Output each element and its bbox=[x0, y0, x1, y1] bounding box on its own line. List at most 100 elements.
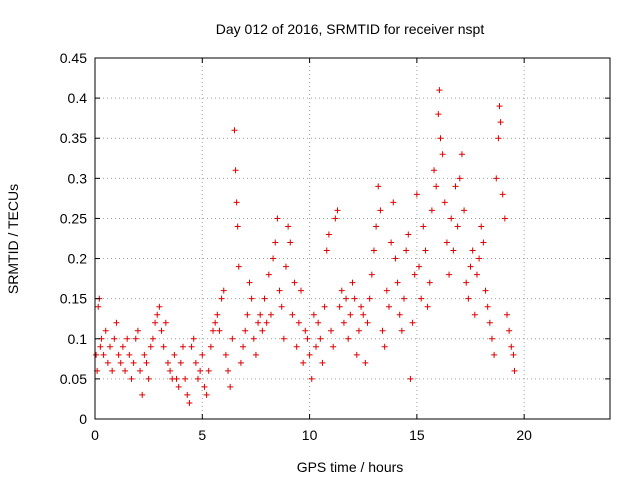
data-point bbox=[111, 335, 118, 342]
data-point bbox=[222, 351, 229, 358]
data-point bbox=[454, 223, 461, 230]
y-tick-label: 0.1 bbox=[68, 331, 88, 347]
data-point bbox=[373, 223, 380, 230]
data-point bbox=[272, 239, 279, 246]
data-point bbox=[330, 343, 337, 350]
data-point bbox=[448, 215, 455, 222]
data-point bbox=[234, 223, 241, 230]
data-point bbox=[231, 127, 238, 134]
data-point bbox=[102, 327, 109, 334]
data-point bbox=[141, 351, 148, 358]
data-point bbox=[381, 343, 388, 350]
data-point bbox=[109, 367, 116, 374]
data-point bbox=[486, 319, 493, 326]
y-tick-label: 0.2 bbox=[68, 251, 88, 267]
y-axis-label: SRMTID / TECUs bbox=[5, 184, 21, 294]
data-point bbox=[418, 295, 425, 302]
data-point bbox=[257, 311, 264, 318]
data-point bbox=[394, 279, 401, 286]
data-point bbox=[117, 359, 124, 366]
data-point bbox=[154, 311, 161, 318]
data-point bbox=[422, 247, 429, 254]
data-point bbox=[407, 375, 414, 382]
data-point bbox=[119, 343, 126, 350]
data-point bbox=[197, 367, 204, 374]
x-tick-label: 15 bbox=[409, 427, 425, 443]
data-point bbox=[93, 351, 100, 358]
data-point bbox=[310, 311, 317, 318]
data-point bbox=[370, 247, 377, 254]
data-point bbox=[232, 167, 239, 174]
data-point bbox=[501, 215, 508, 222]
data-point bbox=[390, 199, 397, 206]
data-point bbox=[225, 367, 232, 374]
data-point bbox=[499, 191, 506, 198]
data-point bbox=[255, 319, 262, 326]
data-point bbox=[137, 367, 144, 374]
data-point bbox=[366, 295, 373, 302]
y-tick-label: 0.35 bbox=[60, 130, 87, 146]
data-point bbox=[379, 327, 386, 334]
data-point bbox=[229, 335, 236, 342]
y-tick-labels: 0 0.05 0.1 0.15 0.2 0.25 0.3 0.35 0.4 0.45 bbox=[60, 50, 87, 427]
data-point bbox=[349, 279, 356, 286]
data-point bbox=[401, 295, 407, 302]
data-point bbox=[497, 119, 504, 126]
data-point bbox=[398, 327, 405, 334]
data-point bbox=[212, 319, 219, 326]
data-point bbox=[484, 303, 491, 310]
data-point bbox=[237, 359, 244, 366]
data-point bbox=[461, 207, 468, 214]
data-point bbox=[403, 247, 410, 254]
data-point bbox=[353, 351, 360, 358]
data-point bbox=[122, 367, 129, 374]
data-point bbox=[227, 383, 234, 390]
data-points bbox=[93, 87, 518, 406]
data-point bbox=[362, 359, 369, 366]
data-point bbox=[338, 287, 345, 294]
data-point bbox=[439, 151, 446, 158]
data-point bbox=[126, 351, 133, 358]
data-point bbox=[265, 271, 272, 278]
data-point bbox=[355, 327, 362, 334]
data-point bbox=[298, 287, 304, 294]
data-point bbox=[416, 263, 423, 270]
data-point bbox=[392, 255, 399, 262]
data-point bbox=[463, 279, 470, 286]
data-point bbox=[139, 391, 146, 398]
data-point bbox=[456, 175, 463, 182]
data-point bbox=[199, 351, 206, 358]
data-point bbox=[177, 359, 184, 366]
data-point bbox=[261, 295, 268, 302]
data-point bbox=[134, 327, 141, 334]
data-point bbox=[368, 271, 375, 278]
data-point bbox=[496, 103, 503, 110]
data-point bbox=[195, 375, 201, 382]
data-point bbox=[304, 335, 311, 342]
data-point bbox=[323, 247, 330, 254]
data-point bbox=[426, 279, 433, 286]
data-point bbox=[289, 311, 296, 318]
data-point bbox=[293, 343, 300, 350]
axis-ticks bbox=[94, 57, 610, 420]
data-point bbox=[300, 359, 307, 366]
data-point bbox=[188, 343, 195, 350]
data-point bbox=[508, 343, 515, 350]
data-point bbox=[452, 183, 459, 190]
data-point bbox=[287, 239, 294, 246]
data-point bbox=[149, 335, 156, 342]
data-point bbox=[482, 287, 489, 294]
data-point bbox=[375, 183, 382, 190]
x-tick-label: 10 bbox=[302, 427, 318, 443]
chart-title: Day 012 of 2016, SRMTID for receiver nsp… bbox=[216, 21, 485, 37]
data-point bbox=[383, 287, 390, 294]
data-point bbox=[285, 223, 292, 230]
y-tick-label: 0.25 bbox=[60, 210, 87, 226]
data-point bbox=[473, 271, 480, 278]
data-point bbox=[162, 319, 169, 326]
data-point bbox=[411, 271, 418, 278]
data-point bbox=[488, 335, 495, 342]
data-point bbox=[493, 175, 500, 182]
data-point bbox=[478, 223, 485, 230]
